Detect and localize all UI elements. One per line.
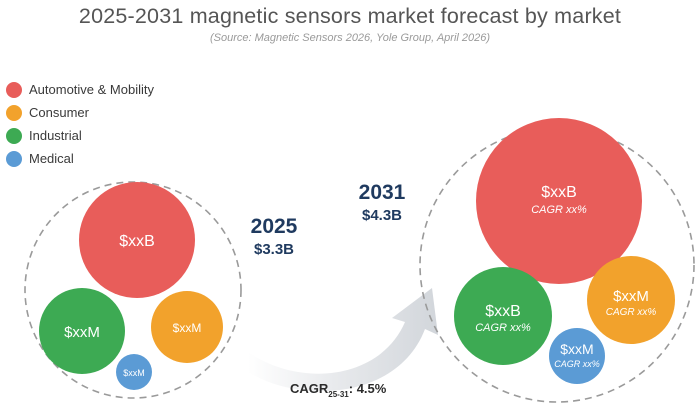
year-2025-boundary bbox=[24, 181, 242, 399]
year-2025-label: 2025 bbox=[251, 215, 298, 238]
legend-swatch-industrial bbox=[6, 127, 22, 144]
legend-label-automotive: Automotive & Mobility bbox=[29, 82, 154, 97]
bubble-2031-industrial-cagr: CAGR xx% bbox=[475, 322, 531, 334]
legend-swatch-medical bbox=[6, 150, 22, 167]
growth-arrow bbox=[248, 288, 438, 392]
chart-title: 2025-2031 magnetic sensors market foreca… bbox=[78, 4, 622, 28]
bubble-2025-medical-label: $xxM bbox=[123, 368, 145, 378]
bubble-2031-industrial-label: $xxB bbox=[485, 303, 521, 320]
bubble-2031-consumer bbox=[587, 256, 675, 344]
legend-item-consumer: Consumer bbox=[6, 101, 154, 124]
cagr-annotation: CAGR25-31: 4.5% bbox=[290, 381, 387, 399]
bubble-2025-consumer-label: $xxM bbox=[173, 321, 202, 335]
legend-label-medical: Medical bbox=[29, 151, 74, 166]
legend-swatch-automotive bbox=[6, 81, 22, 98]
legend: Automotive & Mobility Consumer Industria… bbox=[6, 78, 154, 170]
bubble-2031-industrial bbox=[454, 267, 552, 365]
cagr-subscript: 25-31 bbox=[328, 390, 349, 399]
bubble-2031-automotive-cagr: CAGR xx% bbox=[531, 204, 587, 216]
bubble-2031-medical bbox=[549, 328, 605, 384]
year-2025-total: $3.3B bbox=[254, 241, 294, 258]
bubble-2025-automotive-label: $xxB bbox=[119, 233, 155, 250]
legend-label-industrial: Industrial bbox=[29, 128, 82, 143]
bubble-2025-consumer bbox=[151, 291, 223, 363]
legend-item-automotive: Automotive & Mobility bbox=[6, 78, 154, 101]
chart-source: (Source: Magnetic Sensors 2026, Yole Gro… bbox=[209, 32, 491, 44]
legend-label-consumer: Consumer bbox=[29, 105, 89, 120]
bubble-2031-consumer-label: $xxM bbox=[613, 288, 649, 305]
cagr-value: : 4.5% bbox=[349, 381, 387, 396]
bubble-2031-medical-cagr: CAGR xx% bbox=[554, 359, 600, 369]
bubble-2025-medical bbox=[116, 354, 152, 390]
legend-item-industrial: Industrial bbox=[6, 124, 154, 147]
bubble-2031-consumer-cagr: CAGR xx% bbox=[606, 307, 657, 318]
bubble-2025-automotive bbox=[79, 182, 195, 298]
legend-item-medical: Medical bbox=[6, 147, 154, 170]
bubble-2031-automotive-label: $xxB bbox=[541, 184, 577, 201]
year-2031-label: 2031 bbox=[359, 181, 406, 204]
cagr-prefix: CAGR bbox=[290, 381, 329, 396]
year-2031-boundary bbox=[419, 127, 695, 403]
legend-swatch-consumer bbox=[6, 104, 22, 121]
bubble-2031-automotive bbox=[476, 118, 642, 284]
year-2031-total: $4.3B bbox=[362, 207, 402, 224]
bubble-2031-medical-label: $xxM bbox=[560, 341, 593, 357]
bubble-2025-industrial-label: $xxM bbox=[64, 324, 100, 341]
bubble-2025-industrial bbox=[39, 288, 125, 374]
